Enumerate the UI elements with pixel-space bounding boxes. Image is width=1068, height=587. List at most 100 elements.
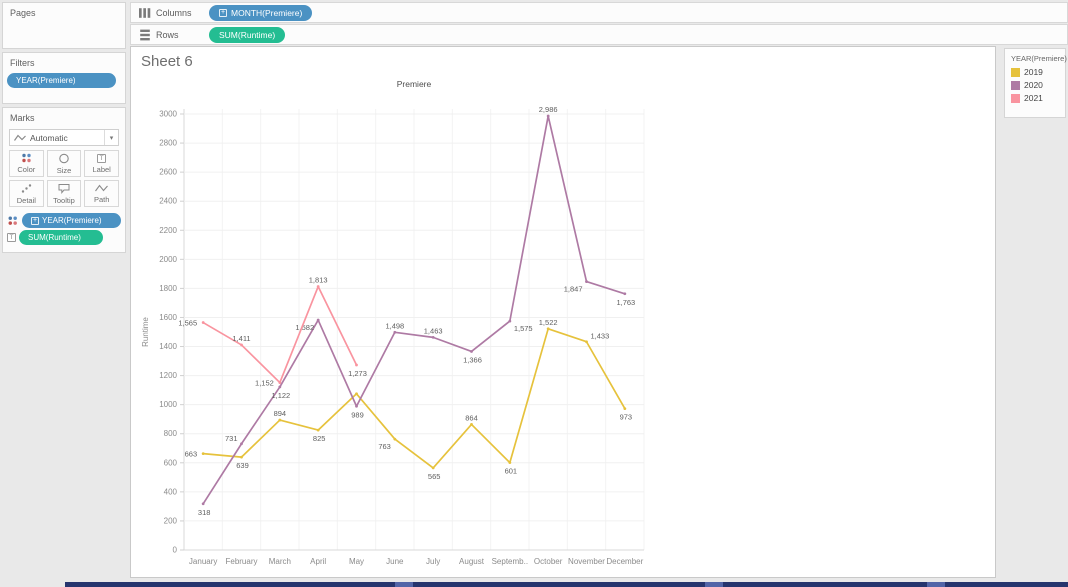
- data-point-2020[interactable]: [201, 502, 205, 506]
- data-point-2021[interactable]: [201, 321, 205, 324]
- y-axis-tick-label: 0: [173, 546, 178, 555]
- y-axis-tick-label: 1800: [159, 284, 177, 293]
- x-axis-month-label[interactable]: April: [310, 557, 326, 566]
- data-point-2020[interactable]: [431, 335, 435, 339]
- x-axis-month-label[interactable]: June: [386, 557, 404, 566]
- sheet-title[interactable]: Sheet 6: [141, 53, 193, 70]
- data-point-label: 731: [225, 434, 238, 443]
- caret-down-icon[interactable]: ▾: [104, 130, 118, 145]
- marks-button-size[interactable]: Size: [46, 150, 82, 177]
- data-point-2021[interactable]: [278, 381, 282, 384]
- x-axis-month-label[interactable]: July: [426, 557, 440, 566]
- data-point-2019[interactable]: [508, 461, 512, 465]
- marks-pill-year-premiere[interactable]: + YEAR(Premiere): [22, 213, 121, 228]
- data-point-label: 318: [198, 508, 211, 517]
- data-point-2020[interactable]: [278, 385, 282, 389]
- y-axis-tick-label: 2200: [159, 226, 177, 235]
- data-point-label: 1,122: [271, 391, 290, 400]
- marks-button-label[interactable]: T Label: [84, 150, 119, 177]
- color-legend-card: YEAR(Premiere) 2019 2020 2021: [1004, 48, 1067, 118]
- data-point-label: 864: [465, 413, 478, 422]
- pages-card-title: Pages: [10, 8, 36, 18]
- rows-pill-sum-runtime[interactable]: SUM(Runtime): [209, 26, 286, 43]
- data-point-2020[interactable]: [393, 330, 397, 334]
- data-point-2020[interactable]: [546, 114, 550, 118]
- legend-item-2020[interactable]: 2020: [1011, 80, 1065, 90]
- legend-item-2021[interactable]: 2021: [1011, 93, 1065, 103]
- y-axis-tick-label: 2600: [159, 168, 177, 177]
- rows-shelf[interactable]: Rows SUM(Runtime): [130, 24, 1068, 45]
- size-icon: [59, 153, 69, 163]
- series-line-2021[interactable]: [202, 285, 358, 384]
- data-point-label: 1,273: [348, 369, 367, 378]
- data-point-2019[interactable]: [316, 428, 320, 432]
- marks-pill-sum-runtime[interactable]: SUM(Runtime): [19, 230, 103, 245]
- x-axis-month-label[interactable]: May: [349, 557, 364, 566]
- columns-pill-month-premiere[interactable]: + MONTH(Premiere): [209, 4, 313, 21]
- y-axis-tick-label: 1600: [159, 313, 177, 322]
- data-point-2019[interactable]: [393, 437, 397, 441]
- data-point-label: 1,847: [564, 285, 583, 294]
- data-point-label: 1,813: [309, 276, 328, 285]
- data-point-label: 825: [313, 434, 326, 443]
- worksheet-panel: Sheet 6 0 200 400 600 800 1000 1200 1400 1600 180…: [130, 46, 996, 578]
- data-point-2021[interactable]: [316, 285, 320, 288]
- data-point-2020[interactable]: [585, 280, 588, 283]
- filter-pill-year-premiere[interactable]: YEAR(Premiere): [7, 73, 117, 88]
- data-point-2019[interactable]: [431, 466, 435, 470]
- x-axis-month-label[interactable]: March: [269, 557, 291, 566]
- data-point-2019[interactable]: [470, 423, 473, 426]
- data-point-label: 989: [351, 410, 364, 419]
- data-point-2020[interactable]: [508, 319, 512, 323]
- x-axis-month-label[interactable]: November: [568, 557, 605, 566]
- filters-card[interactable]: Filters YEAR(Premiere): [2, 52, 126, 104]
- data-point-2019[interactable]: [240, 455, 243, 459]
- data-point-label: 639: [236, 461, 249, 470]
- columns-shelf-label: Columns: [131, 7, 203, 19]
- data-point-2020[interactable]: [355, 404, 358, 408]
- y-axis-title: Runtime: [141, 317, 150, 347]
- rows-shelf-label: Rows: [131, 29, 203, 41]
- y-axis-tick-label: 3000: [159, 110, 177, 119]
- expand-hierarchy-icon[interactable]: +: [31, 216, 39, 225]
- legend-item-2019[interactable]: 2019: [1011, 67, 1065, 77]
- expand-hierarchy-icon[interactable]: +: [219, 8, 227, 17]
- data-point-label: 1,522: [539, 318, 558, 327]
- x-axis-month-label[interactable]: January: [189, 557, 217, 566]
- data-point-label: 1,575: [514, 324, 533, 333]
- mark-type-dropdown[interactable]: Automatic ▾: [9, 129, 119, 146]
- data-point-label: 601: [505, 467, 518, 476]
- legend-title: YEAR(Premiere): [1011, 54, 1067, 63]
- data-point-label: 1,366: [463, 355, 482, 364]
- pages-card[interactable]: Pages: [2, 2, 126, 49]
- data-point-2019[interactable]: [355, 392, 358, 396]
- marks-button-path[interactable]: Path: [84, 180, 119, 207]
- y-axis-tick-label: 800: [164, 429, 178, 438]
- data-point-2019[interactable]: [201, 452, 205, 456]
- data-point-2019[interactable]: [623, 407, 627, 410]
- y-axis-tick-label: 1400: [159, 342, 177, 351]
- series-line-2020[interactable]: [202, 115, 626, 505]
- data-point-2020[interactable]: [470, 350, 473, 353]
- data-point-2019[interactable]: [585, 340, 588, 344]
- x-axis-month-label[interactable]: December: [606, 557, 643, 566]
- series-line-2019[interactable]: [202, 327, 626, 469]
- data-point-2020[interactable]: [623, 292, 627, 296]
- data-point-2019[interactable]: [278, 418, 282, 422]
- data-point-2019[interactable]: [546, 327, 550, 331]
- x-axis-month-label[interactable]: August: [459, 557, 485, 566]
- x-axis-month-label[interactable]: October: [534, 557, 563, 566]
- x-axis-month-label[interactable]: February: [225, 557, 257, 566]
- marks-button-color[interactable]: Color: [9, 150, 44, 177]
- data-point-2020[interactable]: [316, 318, 320, 322]
- data-point-2020[interactable]: [240, 442, 243, 446]
- data-point-2021[interactable]: [355, 363, 358, 367]
- data-point-label: 1,152: [255, 379, 274, 388]
- x-axis-month-label[interactable]: Septemb..: [492, 557, 528, 566]
- columns-shelf[interactable]: Columns + MONTH(Premiere): [130, 2, 1068, 23]
- data-point-label: 565: [428, 472, 441, 481]
- data-point-2021[interactable]: [240, 343, 243, 347]
- marks-button-detail[interactable]: Detail: [9, 180, 44, 207]
- marks-button-tooltip[interactable]: Tooltip: [46, 180, 82, 207]
